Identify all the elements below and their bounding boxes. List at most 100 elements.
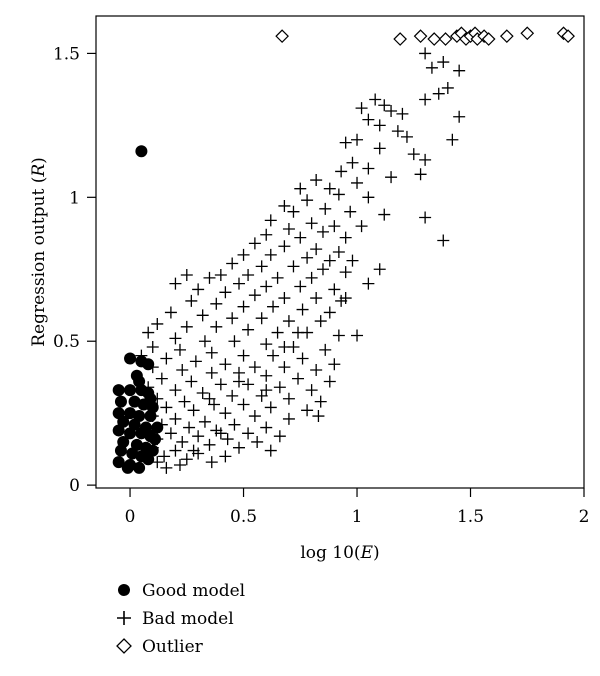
bad-model-point	[267, 300, 280, 313]
bad-model-point	[142, 424, 155, 437]
bad-model-point	[314, 315, 327, 328]
bad-model-point	[210, 297, 223, 310]
bad-model-point	[164, 306, 177, 319]
x-tick-label: 2	[579, 507, 590, 527]
bad-model-point	[310, 364, 323, 376]
bad-model-point	[219, 450, 232, 463]
bad-model-point	[214, 269, 227, 282]
bad-model-point	[332, 329, 345, 342]
bad-model-point	[242, 427, 255, 440]
outlier-point	[520, 26, 535, 41]
bad-model-point	[255, 260, 268, 273]
bad-model-point	[278, 361, 291, 374]
bad-model-point	[271, 271, 284, 284]
bad-model-point	[219, 358, 232, 371]
good-model-point	[124, 407, 137, 420]
bad-model-point	[378, 208, 391, 221]
bad-model-point	[173, 343, 186, 356]
bad-model-point	[328, 283, 341, 296]
x-tick-label: 1	[352, 507, 363, 527]
good-model-point	[133, 461, 146, 474]
bad-model-point	[328, 220, 341, 233]
outlier-point	[275, 29, 289, 43]
bad-model-point	[237, 349, 250, 362]
bad-model-point	[242, 378, 255, 391]
bad-model-point	[214, 427, 227, 440]
plot-frame	[95, 15, 585, 489]
bad-model-point	[260, 421, 273, 434]
bad-model-point	[271, 326, 284, 339]
legend-outlier-marker	[116, 638, 132, 654]
bad-model-point	[296, 303, 309, 316]
bad-model-point	[237, 248, 250, 261]
bad-model-point	[294, 182, 307, 195]
bad-model-point	[160, 352, 173, 365]
bad-model-point	[319, 202, 332, 215]
bad-model-point	[310, 243, 323, 256]
bad-model-point	[301, 404, 314, 417]
good-model-point	[114, 395, 127, 408]
good-model-point	[112, 456, 125, 469]
bad-model-point	[385, 171, 398, 184]
bad-model-point	[282, 412, 295, 425]
bad-model-point	[187, 444, 200, 457]
legend-bad-model-label: Bad model	[142, 609, 234, 629]
bad-model-point	[419, 211, 432, 224]
bad-model-point	[419, 47, 432, 60]
bad-model-point	[242, 323, 255, 336]
bad-model-point	[437, 56, 450, 69]
bad-model-point	[419, 93, 432, 106]
bad-model-point	[237, 300, 250, 313]
bad-model-point	[232, 277, 245, 290]
good-model-point	[135, 145, 148, 158]
bad-model-point	[192, 430, 205, 443]
bad-model-point	[346, 156, 359, 169]
bad-model-point	[385, 104, 398, 117]
x-tick-label: 0	[125, 507, 136, 527]
bad-model-point	[264, 214, 277, 227]
bad-model-point	[248, 361, 261, 374]
bad-model-point	[146, 410, 159, 423]
bad-model-point	[316, 225, 329, 238]
bad-model-point	[260, 369, 273, 382]
bad-model-point	[273, 430, 286, 443]
good-model-point	[133, 375, 146, 388]
y-tick-label: 0.5	[53, 332, 80, 352]
bad-model-point	[151, 392, 164, 405]
bad-model-point	[228, 335, 241, 348]
bad-model-point	[146, 361, 159, 374]
bad-model-point	[248, 289, 261, 302]
bad-model-point	[278, 240, 291, 253]
bad-model-point	[221, 433, 234, 446]
bad-model-point	[391, 125, 404, 138]
bad-model-point	[232, 375, 245, 388]
bad-model-point	[242, 269, 255, 282]
good-model-point	[112, 384, 125, 397]
bad-model-point	[362, 191, 375, 204]
good-model-point	[126, 447, 139, 460]
legend: Good model Bad model Outlier	[116, 581, 245, 657]
bad-model-point	[373, 142, 386, 155]
good-model-point	[112, 424, 125, 437]
bad-model-point	[169, 384, 182, 397]
bad-model-point	[432, 87, 445, 100]
bad-model-point	[169, 444, 182, 457]
bad-model-point	[264, 401, 277, 414]
bad-model-point	[419, 153, 432, 166]
bad-model-point	[155, 418, 168, 431]
bad-model-point	[373, 263, 386, 276]
bad-model-point	[296, 352, 309, 365]
good-model-point	[144, 392, 157, 405]
bad-model-point	[351, 133, 364, 146]
bad-model-point	[441, 81, 454, 94]
bad-model-point	[278, 340, 291, 353]
bad-model-point	[255, 312, 268, 325]
bad-model-point	[335, 294, 348, 307]
bad-model-point	[260, 228, 273, 241]
bad-model-point	[151, 317, 164, 330]
bad-model-point	[219, 286, 232, 299]
bad-model-point	[173, 458, 186, 471]
bad-model-point	[344, 205, 357, 218]
bad-model-point	[312, 410, 325, 423]
y-axis-title: Regression output (R)	[29, 157, 49, 347]
